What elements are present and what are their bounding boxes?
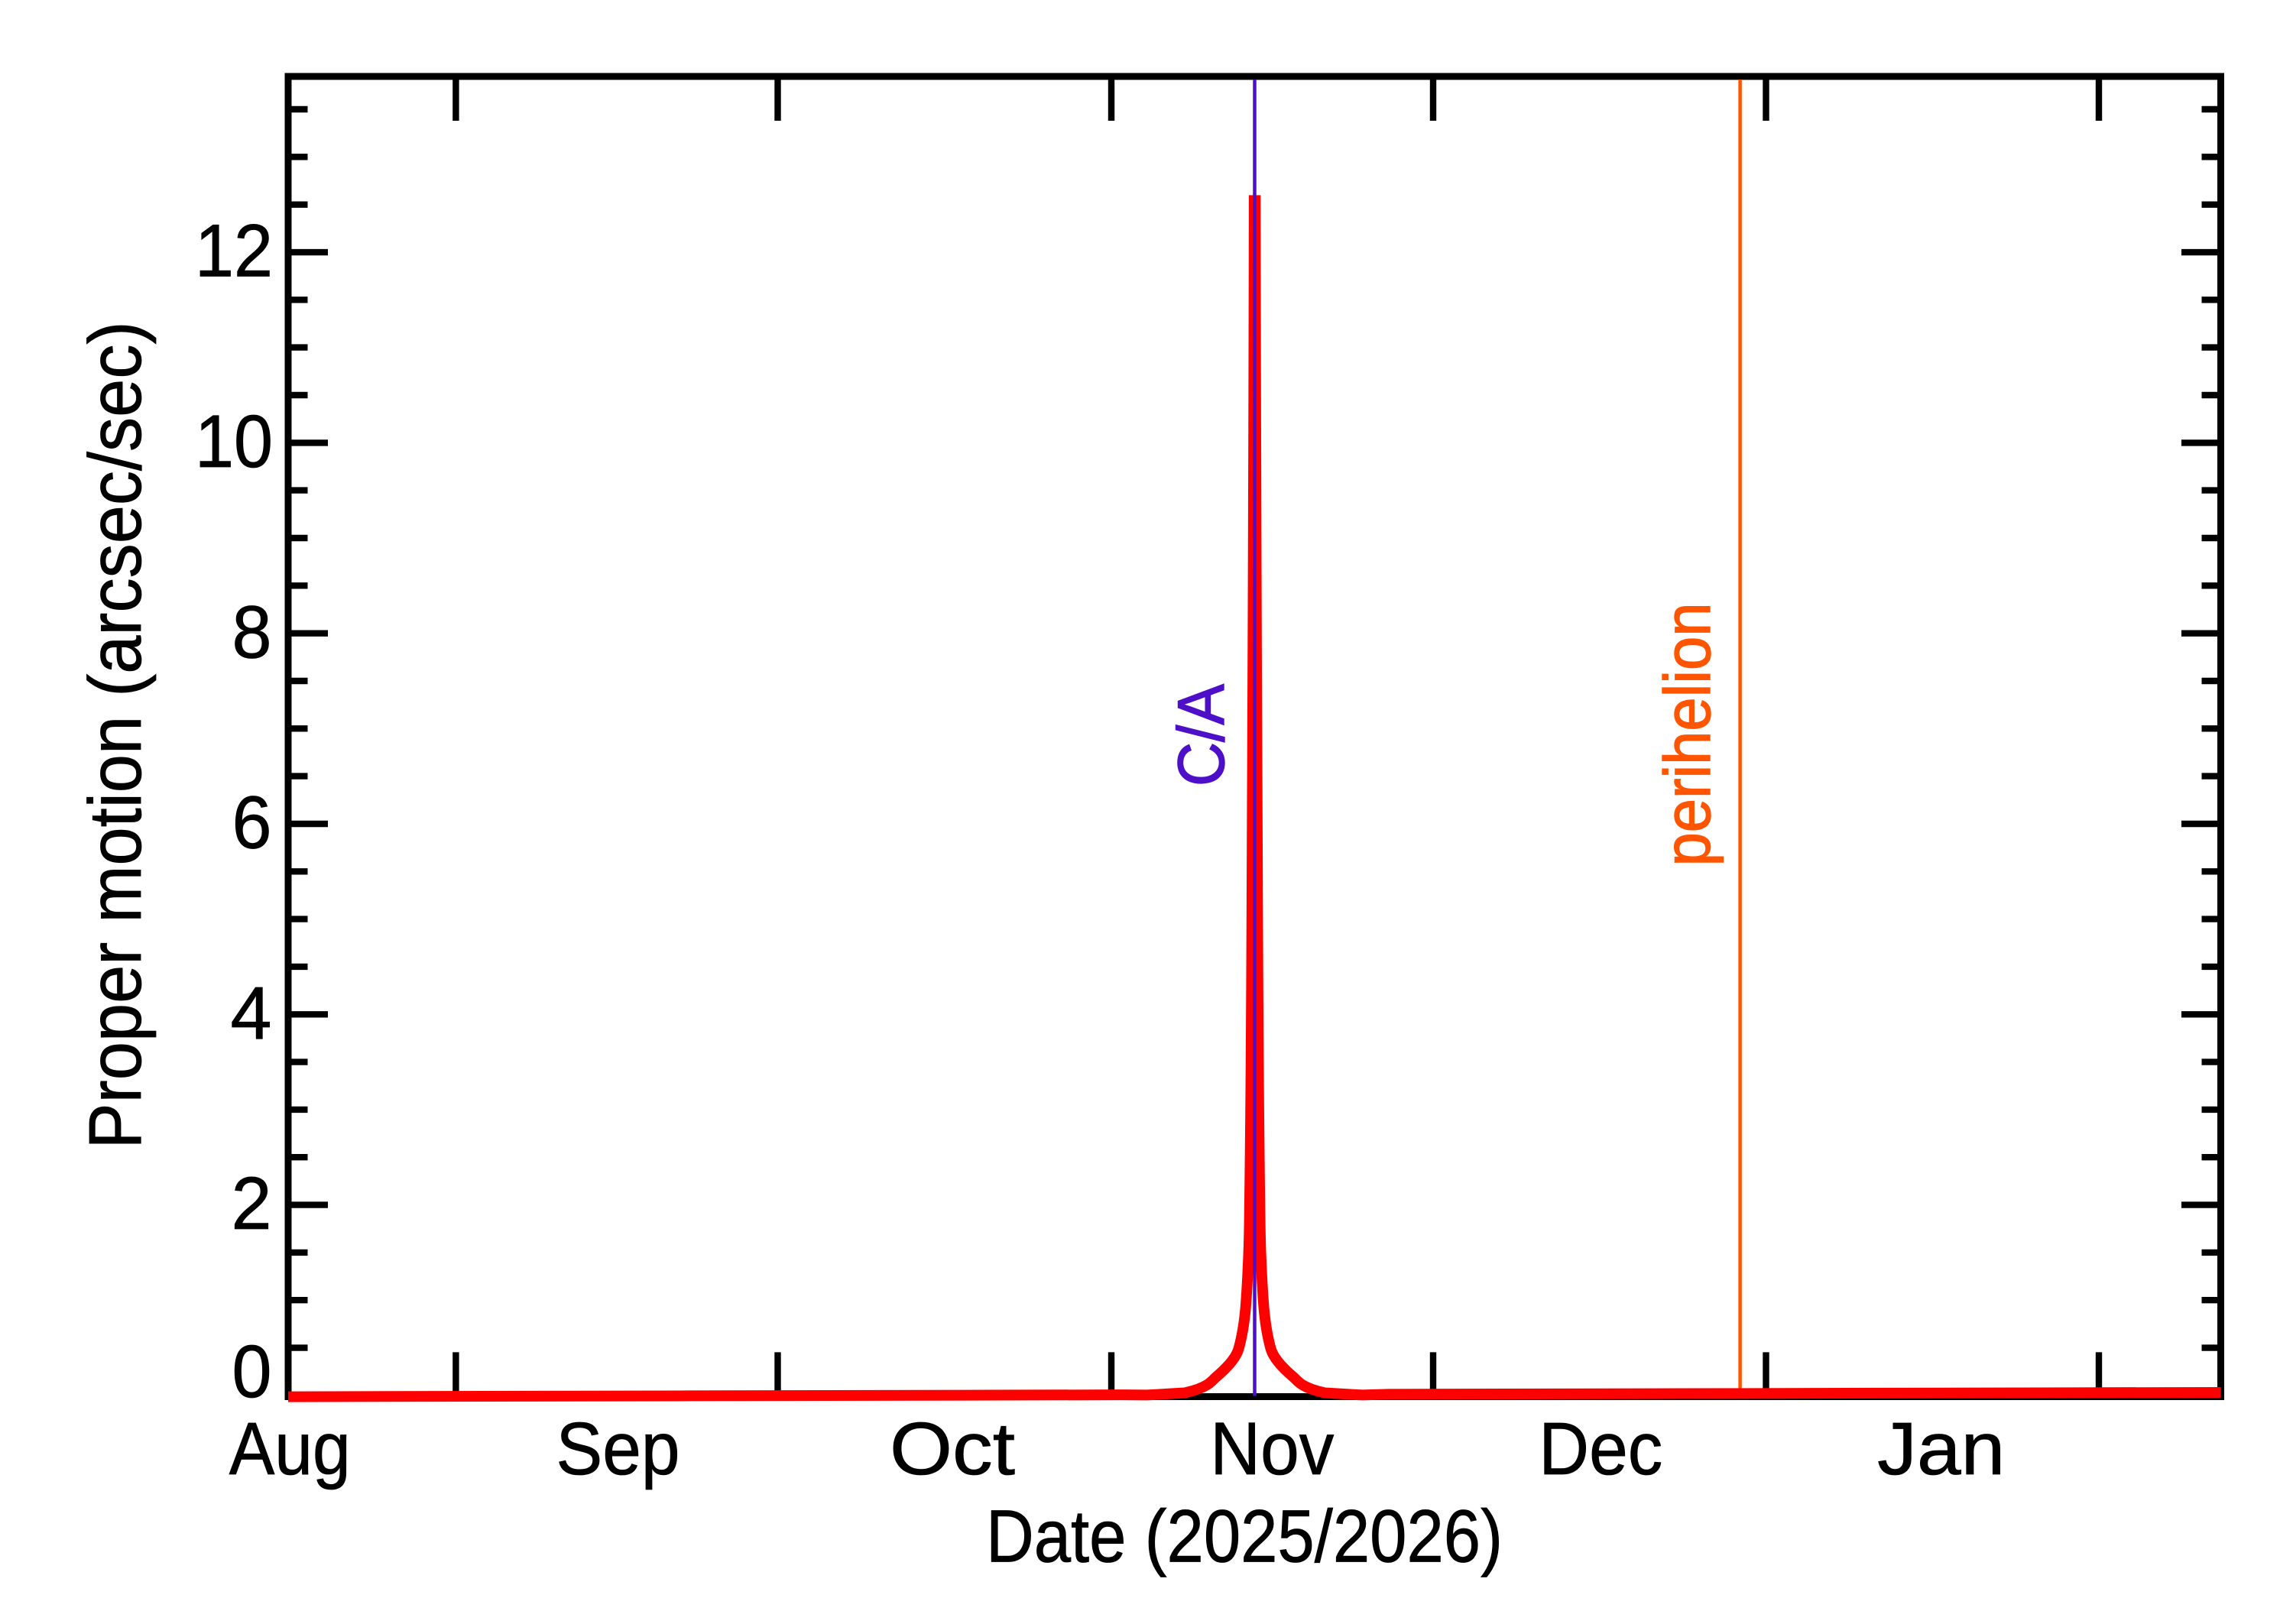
svg-text:6: 6 xyxy=(232,781,272,864)
svg-text:Dec: Dec xyxy=(1539,1407,1662,1490)
svg-text:Nov: Nov xyxy=(1210,1407,1334,1490)
svg-text:C/A: C/A xyxy=(1165,683,1238,786)
svg-text:perihelion: perihelion xyxy=(1652,603,1724,867)
svg-text:12: 12 xyxy=(195,209,273,293)
svg-text:Jan: Jan xyxy=(1877,1407,2005,1490)
svg-text:10: 10 xyxy=(195,400,273,483)
svg-text:8: 8 xyxy=(232,590,272,673)
svg-text:Aug: Aug xyxy=(229,1407,351,1490)
svg-text:Oct: Oct xyxy=(890,1407,1015,1490)
svg-text:4: 4 xyxy=(231,971,272,1055)
svg-text:Date (2025/2026): Date (2025/2026) xyxy=(986,1495,1503,1578)
svg-text:2: 2 xyxy=(232,1162,272,1245)
svg-text:Sep: Sep xyxy=(556,1407,680,1490)
svg-text:0: 0 xyxy=(232,1330,272,1413)
svg-text:Proper motion (arcsec/sec): Proper motion (arcsec/sec) xyxy=(73,322,157,1149)
